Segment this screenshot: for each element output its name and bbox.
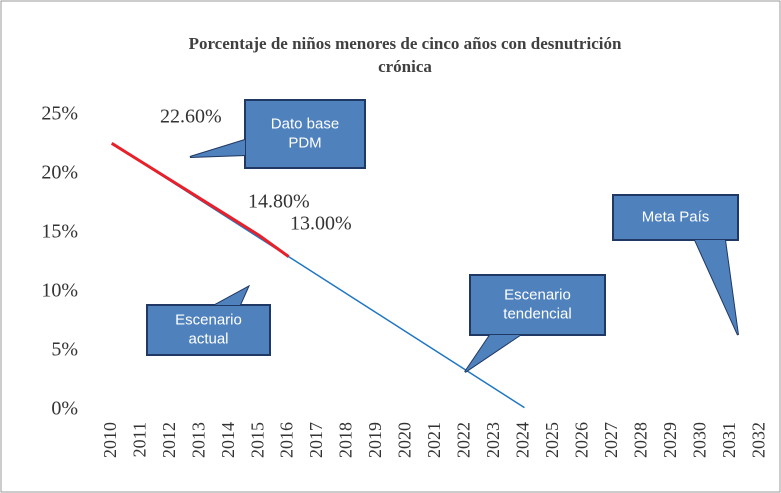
callout-box: [612, 194, 739, 241]
callout-text: Escenario: [504, 286, 571, 303]
y-tick-label: 5%: [51, 339, 78, 361]
chart-title: crónica: [378, 57, 432, 76]
series-line: [110, 142, 290, 258]
x-tick-label: 2023: [483, 422, 503, 458]
y-tick-label: 15%: [41, 221, 78, 243]
callout-box: [469, 274, 606, 336]
x-tick-label: 2013: [188, 422, 208, 458]
chart-title: Porcentaje de niños menores de cinco año…: [189, 34, 622, 53]
callout-joint: [695, 240, 738, 335]
x-tick-label: 2018: [336, 422, 356, 458]
callout-text: PDM: [288, 134, 321, 151]
x-tick-label: 2019: [365, 422, 385, 458]
callout-box: [244, 99, 366, 169]
y-tick-label: 10%: [41, 280, 78, 302]
x-tick-label: 2014: [218, 422, 238, 458]
x-tick-label: 2031: [719, 422, 739, 458]
data-label: 13.00%: [290, 213, 352, 235]
callout-text: Meta País: [642, 208, 710, 225]
callout-joint: [190, 140, 245, 157]
x-tick-label: 2029: [660, 422, 680, 458]
x-tick-label: 2010: [100, 422, 120, 458]
x-tick-label: 2020: [395, 422, 415, 458]
y-tick-label: 25%: [41, 103, 78, 125]
x-tick-label: 2025: [542, 422, 562, 458]
x-tick-label: 2032: [748, 422, 768, 458]
x-tick-label: 2011: [129, 422, 149, 457]
callout-text: Dato base: [271, 115, 339, 132]
data-label: 14.80%: [248, 191, 310, 213]
callout-joint: [465, 335, 520, 372]
x-tick-label: 2028: [630, 422, 650, 458]
x-tick-label: 2027: [601, 422, 621, 458]
x-tick-label: 2024: [513, 422, 533, 458]
callout-text: actual: [188, 330, 228, 347]
callout-text: Escenario: [175, 311, 242, 328]
x-tick-label: 2030: [689, 422, 709, 458]
x-tick-label: 2026: [572, 422, 592, 458]
x-tick-label: 2021: [424, 422, 444, 458]
callout-text: tendencial: [503, 305, 571, 322]
x-tick-label: 2017: [306, 422, 326, 458]
x-tick-label: 2015: [247, 422, 267, 458]
data-label: 22.60%: [160, 106, 222, 128]
y-tick-label: 20%: [41, 162, 78, 184]
callout-joint: [215, 287, 248, 305]
x-tick-label: 2012: [159, 422, 179, 458]
callout-box: [146, 304, 271, 356]
x-tick-label: 2016: [277, 422, 297, 458]
x-tick-label: 2022: [454, 422, 474, 458]
y-tick-label: 0%: [51, 398, 78, 420]
